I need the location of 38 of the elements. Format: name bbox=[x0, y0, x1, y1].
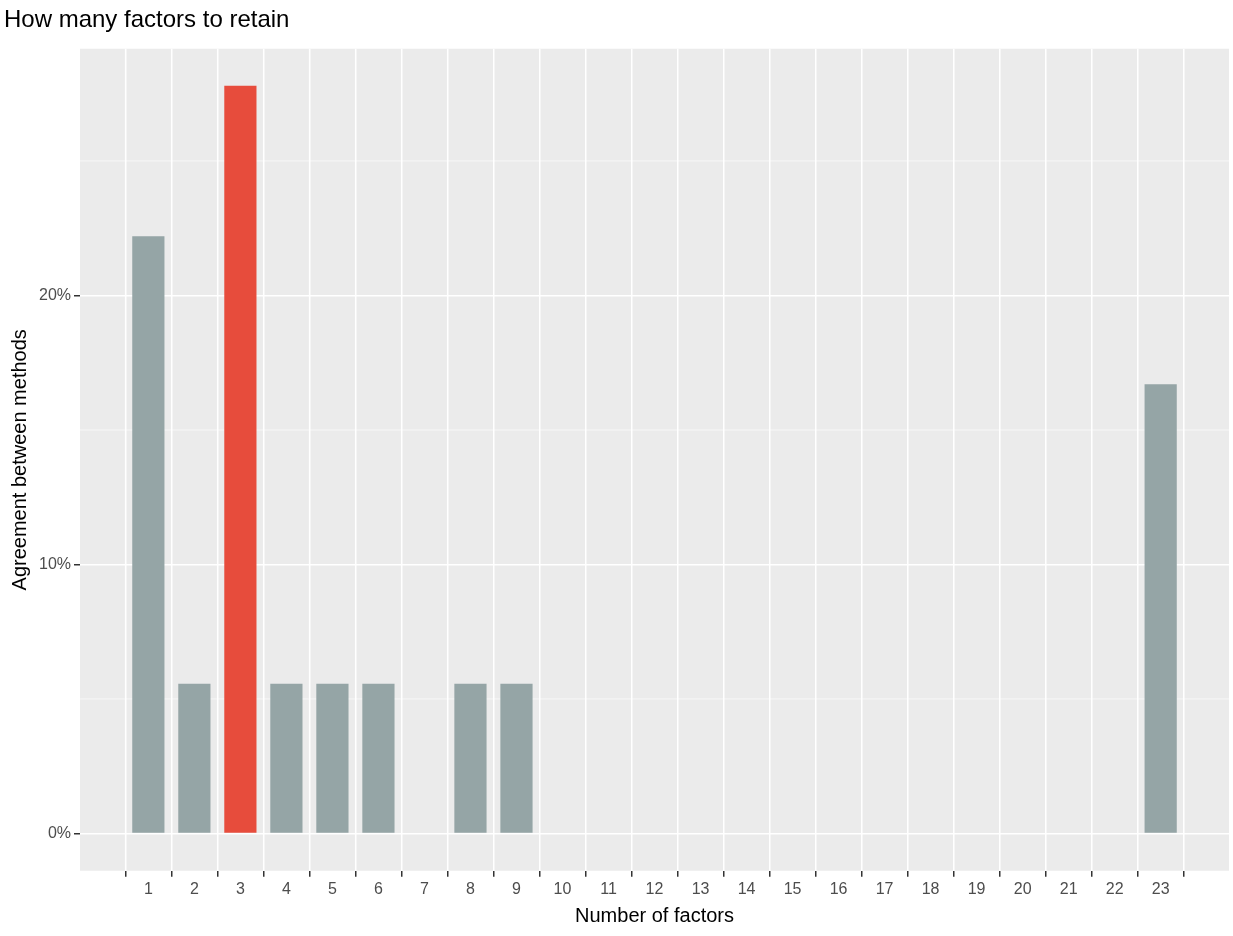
bar bbox=[316, 683, 349, 833]
x-tick-label: 1 bbox=[143, 879, 153, 897]
x-tick-label: 8 bbox=[466, 879, 475, 897]
x-tick-label: 18 bbox=[921, 879, 940, 897]
bar bbox=[500, 683, 533, 833]
x-tick-label: 5 bbox=[327, 879, 337, 897]
chart-title: How many factors to retain bbox=[4, 5, 290, 33]
x-tick-label: 12 bbox=[645, 879, 664, 897]
x-tick-label: 2 bbox=[189, 879, 199, 897]
y-tick-label: 10% bbox=[38, 554, 72, 572]
bar bbox=[224, 85, 257, 833]
y-tick-label: 0% bbox=[47, 823, 72, 841]
x-tick-label: 23 bbox=[1151, 879, 1170, 897]
x-tick-label: 4 bbox=[281, 879, 291, 897]
x-tick-label: 11 bbox=[600, 879, 617, 897]
bar bbox=[454, 683, 487, 833]
x-tick-label: 17 bbox=[875, 879, 894, 897]
x-tick-label: 15 bbox=[783, 879, 802, 897]
x-tick-label: 19 bbox=[967, 879, 986, 897]
bar bbox=[270, 683, 303, 833]
x-tick-label: 14 bbox=[737, 879, 756, 897]
bar bbox=[178, 683, 211, 833]
bar bbox=[362, 683, 395, 833]
bar bbox=[132, 236, 165, 833]
x-tick-label: 13 bbox=[691, 879, 710, 897]
y-tick-label: 20% bbox=[38, 285, 72, 303]
x-tick-label: 6 bbox=[373, 879, 383, 897]
x-tick-label: 9 bbox=[512, 879, 522, 897]
y-axis-title: Agreement between methods bbox=[7, 329, 30, 591]
x-tick-label: 10 bbox=[553, 879, 572, 897]
x-tick-label: 22 bbox=[1105, 879, 1124, 897]
x-tick-label: 3 bbox=[235, 879, 245, 897]
bar bbox=[1144, 384, 1177, 833]
x-tick-label: 7 bbox=[419, 879, 429, 897]
x-tick-label: 16 bbox=[829, 879, 848, 897]
x-tick-label: 20 bbox=[1013, 879, 1032, 897]
x-tick-label: 21 bbox=[1059, 879, 1078, 897]
x-axis-title: Number of factors bbox=[575, 903, 734, 926]
